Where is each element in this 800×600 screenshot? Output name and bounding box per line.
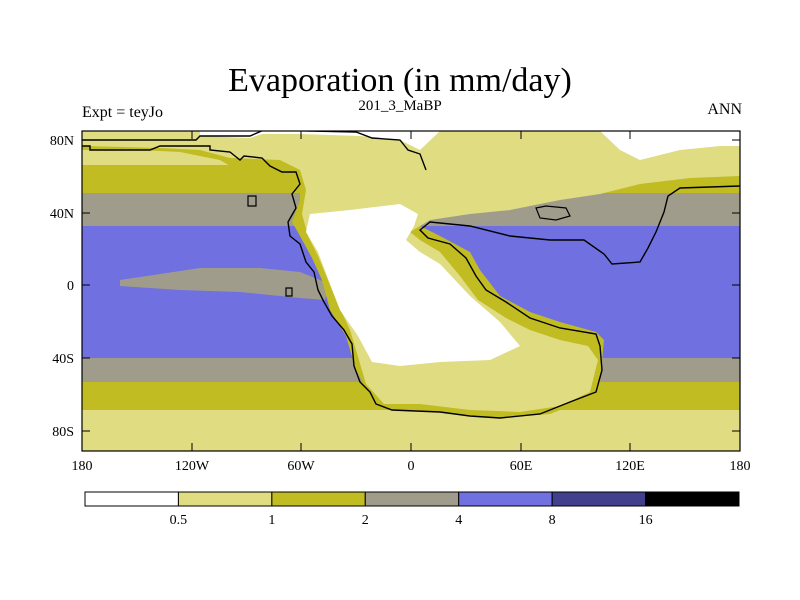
lon-label-120w: 120W [175,459,210,474]
colorbar-label: 2 [362,513,369,528]
lon-label-120e: 120E [615,459,645,474]
evaporation-map [82,131,740,451]
island-coast [247,195,293,297]
east-pacific-tongue [120,268,330,300]
colorbar: 0.5 1 2 4 8 16 [84,491,740,528]
arctic-cap-east [600,131,740,160]
colorbar-label: 16 [639,513,653,528]
coastline [82,131,740,419]
lon-label-60e: 60E [510,459,533,474]
lat-label-80n: 80N [50,134,74,149]
lon-label-180w: 180 [72,459,93,474]
arctic-coast [82,131,427,171]
lat-label-0: 0 [67,279,74,294]
lat-label-40s: 40S [52,352,74,367]
colorbar-label: 0.5 [170,513,188,528]
coastline-path [82,145,740,419]
plot-title: Evaporation (in mm/day) [228,62,572,99]
plot-subtitle: 201_3_MaBP [358,98,442,114]
colorbar-swatch [177,491,273,507]
arid-interior [306,204,520,366]
colorbar-swatch [458,491,553,507]
colorbar-swatch [271,491,366,507]
lon-label-180e: 180 [730,459,751,474]
lat-label-80s: 80S [52,425,74,440]
colorbar-label: 8 [549,513,556,528]
colorbar-swatch [551,491,647,507]
lon-label-60w: 60W [287,459,315,474]
season-label: ANN [707,101,742,118]
lon-axis: 180 120W 60W 0 60E 120E 180 [72,131,751,474]
colorbar-label: 1 [268,513,275,528]
lat-axis: 80N 40N 0 40S 80S [50,134,740,440]
colorbar-swatch [645,491,740,507]
colorbar-swatch [364,491,460,507]
inner-sea-coast [535,205,571,221]
experiment-label: Expt = teyJo [82,104,164,121]
lon-label-0: 0 [408,459,415,474]
colorbar-label: 4 [455,513,462,528]
lat-label-40n: 40N [50,207,74,222]
arctic-cap [200,131,440,150]
colorbar-swatch [84,491,179,507]
